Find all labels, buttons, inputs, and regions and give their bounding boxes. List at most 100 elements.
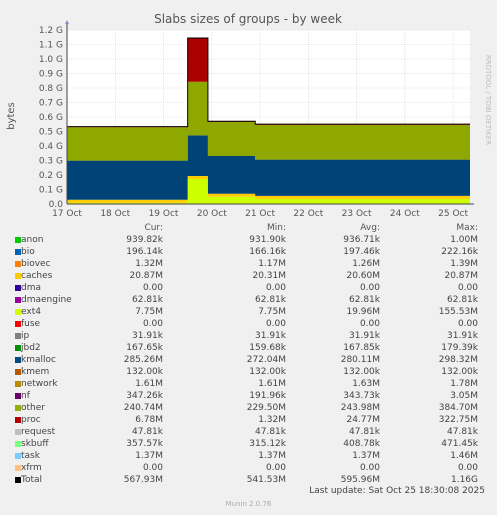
y-tick-label: 1.1 G xyxy=(39,41,63,51)
legend-value-max: 0.00 xyxy=(457,319,478,329)
y-axis-arrow xyxy=(65,20,69,24)
legend-value-min: 1.17M xyxy=(258,259,286,269)
chart-title: Slabs sizes of groups - by week xyxy=(154,12,342,26)
legend-value-cur: 47.81k xyxy=(132,427,163,437)
legend-row-biovec: biovec 1.32M 1.17M 1.26M 1.39M xyxy=(13,258,483,270)
last-update: Last update: Sat Oct 25 18:30:08 2025 xyxy=(309,486,485,496)
legend-row-proc: proc 6.78M 1.32M 24.77M 322.75M xyxy=(13,414,483,426)
legend-value-cur: 7.75M xyxy=(135,307,163,317)
legend-value-max: 3.05M xyxy=(450,391,478,401)
y-tick-label: 0.1 G xyxy=(39,186,63,196)
legend-value-avg: 343.73k xyxy=(343,391,380,401)
legend-value-min: 1.32M xyxy=(258,415,286,425)
legend-value-min: 166.16k xyxy=(249,247,286,257)
x-tick-label: 18 Oct xyxy=(100,209,130,219)
legend-value-cur: 62.81k xyxy=(132,295,163,305)
legend-value-avg: 19.96M xyxy=(346,307,380,317)
legend-row-bio: bio 196.14k 166.16k 197.46k 222.16k xyxy=(13,246,483,258)
legend-value-min: 272.04M xyxy=(246,355,286,365)
legend-value-min: 931.90k xyxy=(249,235,286,245)
legend-value-avg: 1.63M xyxy=(352,379,380,389)
legend-swatch xyxy=(15,441,21,447)
legend-value-avg: 1.37M xyxy=(352,451,380,461)
legend-swatch xyxy=(15,297,21,303)
legend-value-avg: 47.81k xyxy=(349,427,380,437)
y-tick-label: 0.3 G xyxy=(39,157,63,167)
y-tick-labels: 0.0 0.1 G 0.2 G 0.3 G 0.4 G 0.5 G 0.6 G 0.7 G 0.… xyxy=(39,26,63,210)
legend-rows: anon 939.82k 931.90k 936.71k 1.00M bio 196.14k… xyxy=(13,234,483,486)
legend-value-avg: 62.81k xyxy=(349,295,380,305)
legend-swatch xyxy=(15,273,21,279)
legend-value-avg: 243.98M xyxy=(340,403,380,413)
legend-value-avg: 936.71k xyxy=(343,235,380,245)
y-tick-label: 0.4 G xyxy=(39,142,63,152)
legend-value-min: 1.37M xyxy=(258,451,286,461)
legend-row-task: task 1.37M 1.37M 1.37M 1.46M xyxy=(13,450,483,462)
area-series xyxy=(67,37,470,204)
legend-value-max: 222.16k xyxy=(441,247,478,257)
legend-label: bio xyxy=(21,247,35,257)
legend-value-max: 179.39k xyxy=(441,343,478,353)
legend-value-max: 62.81k xyxy=(447,295,478,305)
legend-value-cur: 567.93M xyxy=(123,475,163,485)
legend-label: ip xyxy=(21,331,30,341)
x-tick-label: 23 Oct xyxy=(342,209,372,219)
legend-value-cur: 6.78M xyxy=(135,415,163,425)
legend-header: Cur: Min: Avg: Max: xyxy=(13,222,483,234)
legend-swatch xyxy=(15,321,21,327)
legend-value-max: 47.81k xyxy=(447,427,478,437)
legend-label: xfrm xyxy=(21,463,42,473)
legend-value-min: 0.00 xyxy=(265,319,286,329)
legend-value-max: 155.53M xyxy=(438,307,478,317)
legend-value-min: 191.96k xyxy=(249,391,286,401)
legend-row-dma: dma 0.00 0.00 0.00 0.00 xyxy=(13,282,483,294)
legend-swatch xyxy=(15,477,21,483)
legend-value-min: 7.75M xyxy=(258,307,286,317)
legend-row-ext4: ext4 7.75M 7.75M 19.96M 155.53M xyxy=(13,306,483,318)
y-tick-label: 1.0 G xyxy=(39,55,63,65)
legend-row-skbuff: skbuff 357.57k 315.12k 408.78k 471.45k xyxy=(13,438,483,450)
legend-swatch xyxy=(15,405,21,411)
legend-swatch xyxy=(15,357,21,363)
legend-value-max: 20.87M xyxy=(444,271,478,281)
legend-label: dma xyxy=(21,283,41,293)
legend-row-ip: ip 31.91k 31.91k 31.91k 31.91k xyxy=(13,330,483,342)
legend-value-avg: 0.00 xyxy=(359,283,380,293)
rrdtool-credit: RRDTOOL / TOBI OETIKER xyxy=(484,55,492,145)
legend-label: biovec xyxy=(21,259,51,269)
x-tick-label: 24 Oct xyxy=(390,209,420,219)
legend-value-max: 1.00M xyxy=(450,235,478,245)
legend-value-avg: 280.11M xyxy=(340,355,380,365)
legend-swatch xyxy=(15,249,21,255)
legend-value-cur: 240.74M xyxy=(123,403,163,413)
legend-swatch xyxy=(15,465,21,471)
legend-swatch xyxy=(15,369,21,375)
legend-value-cur: 0.00 xyxy=(142,283,163,293)
legend-value-avg: 595.96M xyxy=(340,475,380,485)
legend-label: request xyxy=(21,427,56,437)
legend-label: nf xyxy=(21,391,30,401)
legend-value-max: 1.39M xyxy=(450,259,478,269)
legend-row-fuse: fuse 0.00 0.00 0.00 0.00 xyxy=(13,318,483,330)
legend-row-anon: anon 939.82k 931.90k 936.71k 1.00M xyxy=(13,234,483,246)
y-tick-label: 0.9 G xyxy=(39,70,63,80)
area-kmalloc xyxy=(67,135,470,200)
x-tick-label: 25 Oct xyxy=(438,209,468,219)
legend-value-cur: 20.87M xyxy=(129,271,163,281)
legend-value-cur: 0.00 xyxy=(142,319,163,329)
total-line xyxy=(67,37,470,128)
area-other xyxy=(67,81,470,161)
legend-value-min: 0.00 xyxy=(265,463,286,473)
legend-value-avg: 132.00k xyxy=(343,367,380,377)
legend-value-cur: 285.26M xyxy=(123,355,163,365)
legend: Cur: Min: Avg: Max: anon 939.82k 931.90k 93… xyxy=(13,222,483,486)
legend-label: anon xyxy=(21,235,44,245)
legend-value-cur: 1.37M xyxy=(135,451,163,461)
legend-value-max: 471.45k xyxy=(441,439,478,449)
legend-value-cur: 196.14k xyxy=(126,247,163,257)
legend-value-min: 20.31M xyxy=(252,271,286,281)
legend-swatch xyxy=(15,309,21,315)
y-tick-label: 0.8 G xyxy=(39,84,63,94)
legend-swatch xyxy=(15,429,21,435)
legend-row-xfrm: xfrm 0.00 0.00 0.00 0.00 xyxy=(13,462,483,474)
